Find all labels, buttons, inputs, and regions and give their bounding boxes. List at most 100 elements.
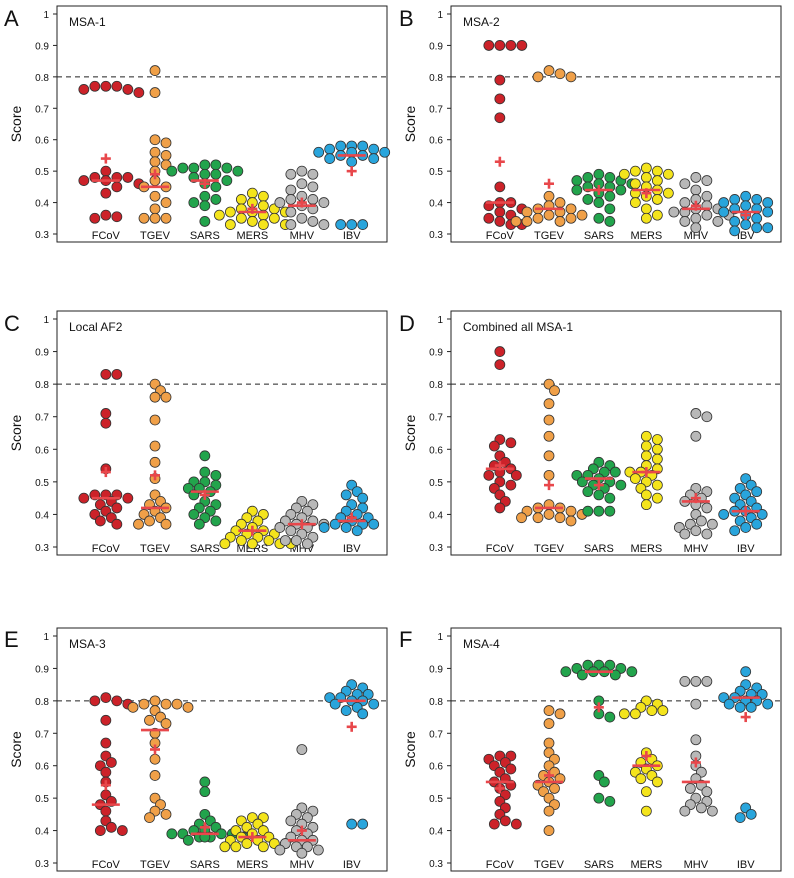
panel-title: Local AF2 [69,320,123,334]
data-point [751,518,763,530]
data-point [160,698,172,710]
data-point [740,200,752,212]
series-tgev [532,705,566,836]
data-point [100,209,112,221]
data-point [662,187,674,199]
data-point [149,87,161,98]
data-point [762,197,774,208]
y-tick-label: 0.3 [429,859,443,870]
data-point [122,172,134,183]
x-tick-label: MERS [630,230,662,242]
data-point [571,175,583,186]
y-tick-label: 0.7 [429,413,443,424]
data-point [111,695,123,707]
data-point [346,156,358,168]
data-point [679,528,691,540]
data-point [494,112,506,124]
data-point [532,71,544,83]
data-point [762,206,774,218]
data-point [690,184,702,196]
data-point [740,666,752,678]
y-tick-label: 0.5 [429,167,443,178]
data-point [640,450,652,462]
data-point [494,40,506,51]
data-point [307,216,319,227]
y-tick-label: 0.9 [35,41,49,52]
data-point [543,398,555,410]
data-point [149,770,161,781]
data-point [224,219,236,230]
data-point [554,708,566,720]
data-point [105,757,117,768]
data-point [296,847,308,859]
x-tick-label: TGEV [534,543,565,555]
data-point [701,676,713,687]
y-tick-label: 0.9 [35,664,49,675]
x-tick-label: SARS [584,859,614,871]
data-point [651,194,663,205]
data-point [718,206,730,218]
data-point [604,190,616,202]
data-point [690,698,702,710]
data-point [127,701,139,713]
data-point [576,209,588,221]
x-tick-label: MHV [684,230,709,242]
panel-title: MSA-2 [463,15,500,29]
x-tick-label: SARS [584,230,614,242]
data-point [235,194,247,205]
data-point [679,805,691,817]
data-point [351,525,363,537]
data-point [729,225,741,237]
y-axis-label: Score [8,731,24,768]
data-point [263,535,275,546]
data-point [751,486,763,498]
data-point [571,184,583,196]
data-point [100,714,112,726]
data-point [593,168,605,180]
data-point [199,786,211,798]
data-point [160,150,172,161]
data-point [543,805,555,817]
data-point [100,737,112,749]
data-point [712,216,724,227]
data-point [494,359,506,371]
series-ibv [718,473,768,537]
data-point [210,194,222,205]
data-point [78,492,90,504]
data-point [285,219,297,230]
data-point [257,190,269,202]
data-point [615,184,627,196]
data-point [565,203,577,215]
panel-f: F MSA-4 0.3 0.4 0.5 0.6 0.7 0.8 0.9 1 Score FCoV TGE… [399,627,782,872]
data-point [543,65,555,76]
data-point [285,815,297,827]
data-point [646,705,658,716]
plot-frame [450,627,782,872]
data-point [100,766,112,778]
data-point [701,528,713,540]
data-point [246,538,258,550]
data-point [296,744,308,755]
data-point [679,216,691,227]
x-tick-label: MHV [684,859,709,871]
data-point [609,466,621,478]
data-point [111,80,123,92]
data-point [684,783,696,794]
data-point [745,808,757,820]
data-point [149,203,161,215]
data-point [543,825,555,836]
series-mhv [274,165,330,230]
data-point [494,502,506,514]
data-point [340,522,352,533]
series-fcov [483,346,522,514]
data-point [285,206,297,218]
data-point [593,489,605,501]
data-point [718,197,730,208]
data-point [279,535,291,546]
data-point [629,197,641,208]
data-point [149,695,161,707]
data-point [560,666,572,678]
data-point [133,87,145,98]
y-tick-label: 0.5 [429,794,443,805]
